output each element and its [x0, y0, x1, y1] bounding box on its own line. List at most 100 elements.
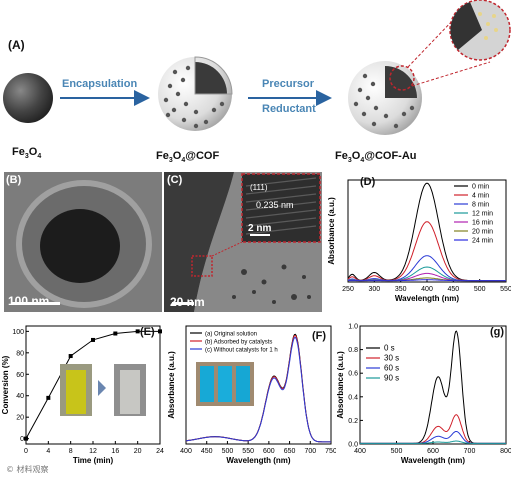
lattice-spacing-label: 0.235 nm	[256, 200, 294, 210]
x-tick-label: 500	[474, 286, 486, 293]
x-tick-label: 350	[395, 286, 407, 293]
vials-photo	[196, 362, 254, 406]
panel-label-f: (F)	[312, 330, 327, 342]
y-tick-label: 100	[12, 329, 24, 336]
fe3o4-cof-au-sphere	[348, 17, 491, 135]
cuvette-before-photo	[60, 364, 92, 416]
legend-label: (c) Without catalysts for 1 h	[205, 348, 278, 354]
data-point	[24, 436, 28, 441]
data-point	[46, 395, 51, 400]
x-tick-label: 8	[69, 448, 73, 455]
cuvette-after-photo	[114, 364, 146, 416]
series-line	[360, 330, 506, 444]
panel-label-g: (g)	[490, 326, 505, 338]
x-tick-label: 750	[325, 448, 336, 455]
x-tick-label: 20	[134, 448, 142, 455]
zoom-inset-circle	[449, 0, 511, 61]
series-line	[185, 336, 331, 443]
data-point	[91, 337, 95, 342]
plot-frame	[185, 325, 332, 445]
y-tick-label: 0.0	[348, 442, 358, 449]
y-axis-label: Absorbance (a.u.)	[327, 197, 336, 265]
chart-d: 250 300 350 400 450 500 550 Wavelength (nm) Abso…	[327, 179, 511, 303]
x-tick-label: 16	[111, 448, 119, 455]
y-axis-label: Absorbance (a.u.)	[336, 351, 345, 419]
y-tick-label: 0.2	[348, 418, 358, 425]
x-tick-label: 600	[427, 448, 439, 455]
y-tick-label: 0.4	[348, 394, 358, 401]
legend-label: 90 s	[384, 374, 399, 383]
legend-label: 60 s	[384, 364, 399, 373]
y-tick-label: 0.8	[348, 347, 358, 354]
x-tick-label: 400	[421, 286, 433, 293]
x-tick-label: 550	[500, 286, 511, 293]
y-tick-label: 0.6	[348, 371, 358, 378]
panel-label-e: (E)	[140, 326, 155, 338]
y-tick-label: 40	[16, 393, 24, 400]
x-tick-label: 400	[354, 448, 366, 455]
x-tick-label: 12	[89, 448, 97, 455]
scale-bar-b: 100 nm	[8, 294, 50, 308]
arrow-right-icon	[98, 380, 106, 396]
x-tick-label: 0	[24, 448, 28, 455]
scale-bar-c: 20 nm	[170, 295, 205, 309]
x-axis-label: Wavelength (nm)	[395, 294, 459, 303]
series-line	[348, 279, 506, 282]
chart-f: 400 450 500 550 600 650 700 750 Wavelength (nm) A…	[167, 325, 336, 465]
legend-label: (b) Adsorbed by catalysts	[205, 340, 272, 346]
watermark: © 材料观察	[6, 465, 49, 474]
fe3o4-cof-caption: Fe3O4@COF	[156, 150, 220, 165]
legend-label: 0 min	[472, 184, 489, 191]
x-tick-label: 450	[201, 448, 213, 455]
legend-label: 24 min	[472, 238, 493, 245]
panel-label-c: (C)	[167, 174, 183, 186]
series-line	[360, 440, 506, 444]
fe3o4-cof-au-caption: Fe3O4@COF-Au	[335, 150, 417, 165]
legend-label: 4 min	[472, 193, 489, 200]
x-axis-label: Wavelength (nm)	[226, 456, 290, 465]
x-tick-label: 250	[342, 286, 354, 293]
tem-image-c	[164, 172, 322, 312]
panel-label-d: (D)	[360, 176, 376, 188]
y-axis-label: Absorbance (a.u.)	[167, 351, 176, 419]
y-axis-label: Conversion (%)	[1, 355, 10, 414]
panel-label-b: (B)	[6, 174, 22, 186]
panel-label-a: (A)	[8, 38, 25, 52]
x-tick-label: 500	[222, 448, 234, 455]
x-tick-label: 4	[46, 448, 50, 455]
data-point	[135, 329, 140, 334]
data-point	[113, 331, 118, 336]
x-tick-label: 500	[391, 448, 403, 455]
x-tick-label: 700	[464, 448, 476, 455]
x-tick-label: 550	[242, 448, 254, 455]
y-tick-label: 80	[16, 350, 24, 357]
legend-label: 16 min	[472, 220, 493, 227]
scheme-illustration	[3, 0, 511, 135]
encapsulation-label: Encapsulation	[62, 78, 138, 90]
x-tick-label: 24	[156, 448, 164, 455]
x-axis-label: Time (min)	[73, 456, 114, 465]
tem-image-b	[4, 172, 162, 312]
legend-label: 30 s	[384, 354, 399, 363]
x-tick-label: 600	[263, 448, 275, 455]
fe3o4-caption: Fe3O4	[12, 146, 42, 161]
scale-bar-inset: 2 nm	[248, 223, 272, 234]
x-tick-label: 650	[284, 448, 296, 455]
legend-label: 0 s	[384, 344, 395, 353]
reductant-label: Reductant	[262, 103, 316, 115]
legend-label: 8 min	[472, 202, 489, 209]
series-line	[347, 255, 506, 282]
series-line	[360, 414, 506, 444]
y-tick-label: 60	[16, 372, 24, 379]
plot-frame	[359, 325, 507, 445]
data-point	[158, 329, 162, 334]
chart-g: 400 500 600 700 800 Wavelength (nm) Absorbance…	[336, 324, 511, 466]
y-tick-label: 1.0	[348, 324, 358, 331]
data-point	[68, 354, 73, 359]
legend-label: 12 min	[472, 211, 493, 218]
y-tick-label: 0	[20, 436, 24, 443]
y-tick-label: 20	[16, 415, 24, 422]
fe3o4-core-sphere	[3, 73, 53, 123]
precursor-label: Precursor	[262, 78, 314, 90]
x-axis-label: Wavelength (nm)	[401, 456, 465, 465]
